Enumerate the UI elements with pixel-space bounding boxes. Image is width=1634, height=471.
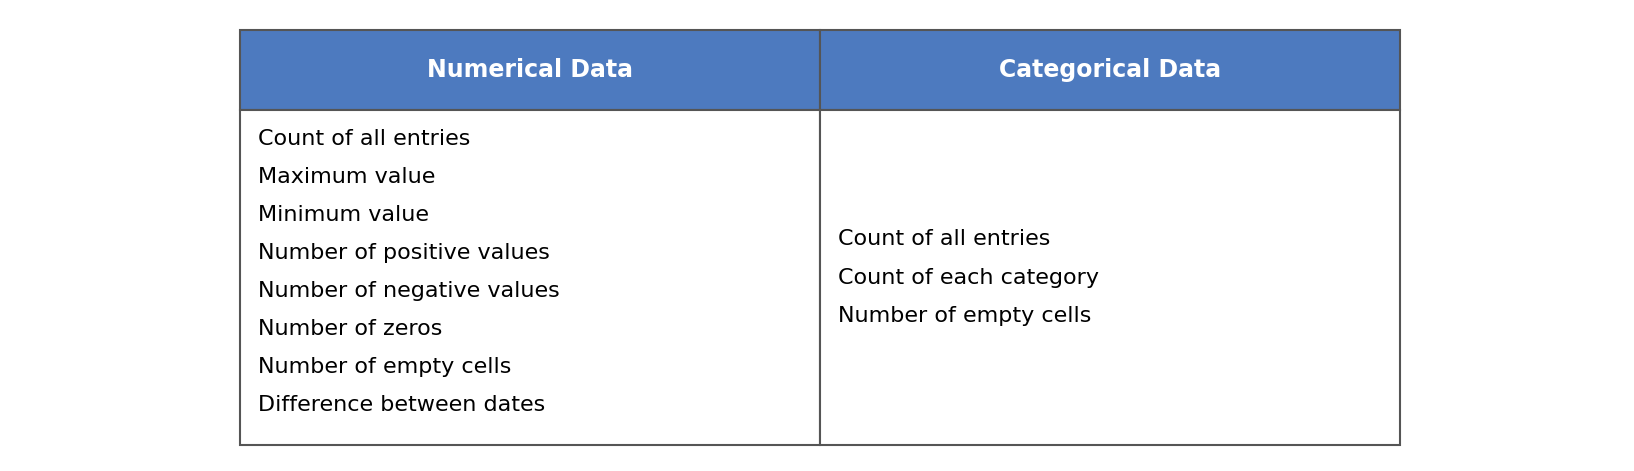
Bar	[820, 110, 1400, 445]
Text: Count of each category: Count of each category	[838, 268, 1100, 287]
Text: Minimum value: Minimum value	[258, 205, 430, 225]
Text: Count of all entries: Count of all entries	[838, 229, 1051, 250]
Text: Categorical Data: Categorical Data	[998, 58, 1221, 82]
Text: Number of zeros: Number of zeros	[258, 319, 443, 339]
Bar	[240, 30, 820, 110]
Bar	[240, 110, 820, 445]
Text: Numerical Data: Numerical Data	[426, 58, 632, 82]
Text: Number of positive values: Number of positive values	[258, 243, 551, 263]
Text: Number of negative values: Number of negative values	[258, 281, 560, 301]
Bar	[820, 30, 1400, 110]
Text: Maximum value: Maximum value	[258, 167, 435, 187]
Text: Count of all entries: Count of all entries	[258, 129, 471, 148]
Text: Number of empty cells: Number of empty cells	[258, 357, 511, 377]
Text: Number of empty cells: Number of empty cells	[838, 306, 1092, 325]
Text: Difference between dates: Difference between dates	[258, 395, 546, 415]
